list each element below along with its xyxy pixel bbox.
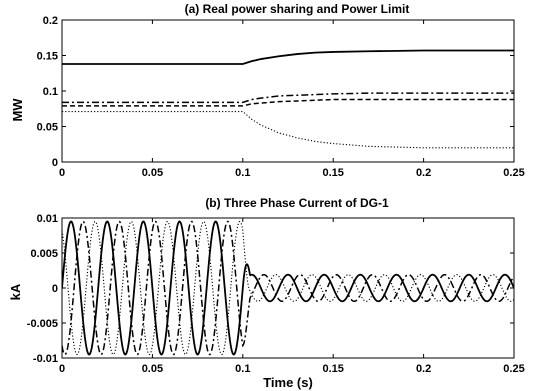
panel-a: (a) Real power sharing and Power Limit M… [10,2,525,179]
panel-a-ticks: 0 0.05 0.1 0.15 0.2 0.25 0 0.05 0.1 0.15 0.2 [37,15,525,179]
panel-a-series-line-2 [62,92,514,104]
panel-a-series-line-1 [62,49,514,65]
x-tick-label: 0.25 [503,363,524,375]
panel-a-series-line-4 [62,111,514,149]
x-tick-label: 0.2 [416,363,431,375]
x-tick-label: 0.25 [503,167,524,179]
x-tick-label: 0.1 [235,167,250,179]
x-tick-label: 0.15 [322,363,343,375]
x-tick-label: 0.15 [322,167,343,179]
y-tick-label: 0.15 [37,51,58,63]
panel-b: (b) Three Phase Current of DG-1 kA Time … [8,196,525,390]
panel-a-series-line-3 [62,98,514,107]
panel-b-series [62,220,514,356]
y-tick-label: 0.2 [43,15,58,27]
y-tick-label: 0.005 [30,248,58,260]
x-tick-label: 0.2 [416,167,431,179]
x-tick-label: 0.05 [142,167,163,179]
x-tick-label: 0.05 [142,363,163,375]
panel-a-title: (a) Real power sharing and Power Limit [185,2,410,16]
panel-b-y-axis-label: kA [8,283,23,300]
panel-b-ticks: 0 0.05 0.1 0.15 0.2 0.25 -0.01 -0.005 0 0.005 0.01 [27,213,525,375]
y-tick-label: 0.01 [37,213,58,225]
x-tick-label: 0 [59,167,65,179]
y-tick-label: -0.01 [33,353,58,365]
panel-b-title: (b) Three Phase Current of DG-1 [205,196,389,210]
y-tick-label: 0 [52,283,58,295]
x-tick-label: 0.1 [235,363,250,375]
panel-b-x-axis-label: Time (s) [263,375,313,390]
panel-a-axes-frame [61,19,515,163]
y-tick-label: 0.1 [43,86,58,98]
panel-b-phase-line-1 [62,220,514,356]
x-tick-label: 0 [59,363,65,375]
y-tick-label: -0.005 [27,318,58,330]
panel-a-series [62,49,514,149]
y-tick-label: 0 [52,157,58,169]
y-tick-label: 0.05 [37,122,58,134]
panel-b-phase-line-2 [62,220,514,356]
panel-a-y-axis-label: MW [10,98,25,122]
